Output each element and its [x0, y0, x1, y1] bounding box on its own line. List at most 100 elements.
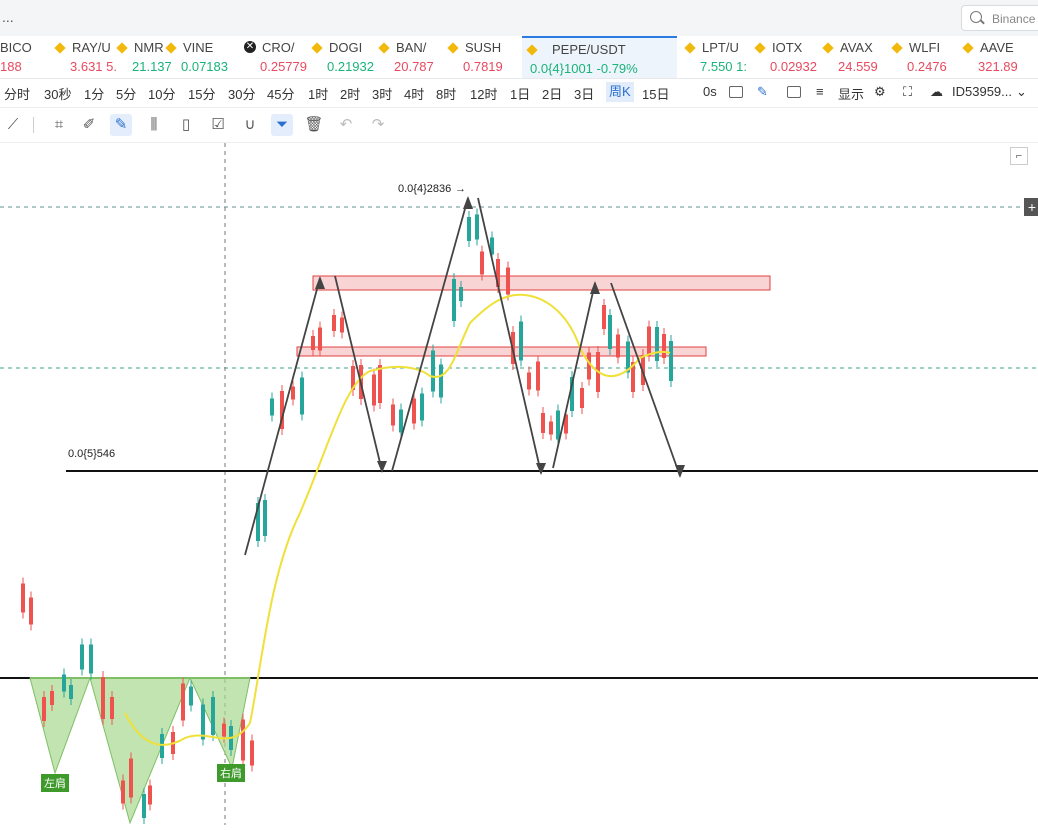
high-price-label: 0.0{4}2836	[398, 183, 452, 195]
ticker-tab[interactable]: WLFI 0.2476	[887, 36, 949, 78]
candle-body	[496, 259, 500, 287]
coin-icon: ✕	[244, 41, 256, 53]
coin-icon	[447, 42, 459, 54]
arrow-heads	[315, 196, 685, 478]
title-ellipsis: ...	[2, 9, 14, 25]
ticker-symbol: SUSH	[465, 40, 502, 55]
edit-note-icon[interactable]: ☑	[211, 116, 225, 133]
ticker-tab[interactable]: NMR 21.137	[112, 36, 174, 78]
ticker-tab[interactable]: PEPE/USDT 0.0{4}1001 -0.79%	[522, 36, 677, 78]
chevron-down-icon[interactable]: ⌄	[1016, 84, 1027, 99]
search-placeholder: Binance	[992, 12, 1036, 26]
candles-icon[interactable]: ⫼	[150, 116, 158, 133]
account-id[interactable]: ID53959...	[952, 84, 1012, 99]
ticker-tab[interactable]: LPT/U 7.550 1:	[680, 36, 747, 78]
candle-body	[62, 674, 66, 692]
interval-button[interactable]: 8时	[436, 87, 457, 102]
undo-icon[interactable]: ↶	[339, 116, 353, 133]
candle-body	[332, 315, 336, 331]
bookmark-icon[interactable]: ⌗	[54, 116, 64, 133]
ticker-symbol: AVAX	[840, 40, 873, 55]
candle-body	[256, 503, 260, 541]
candle-body	[391, 404, 395, 426]
interval-button[interactable]: 30秒	[44, 87, 72, 102]
interval-button[interactable]: 15分	[188, 87, 216, 102]
ticker-tab[interactable]: AVAX 24.559	[818, 36, 880, 78]
title-bar: ... Binance	[0, 0, 1038, 36]
interval-button[interactable]: 12时	[470, 87, 498, 102]
candle-body	[570, 377, 574, 411]
candle-body	[480, 251, 484, 275]
ticker-symbol: AAVE	[980, 40, 1014, 55]
ticker-price: 24.559	[838, 59, 878, 74]
right-shoulder-label: 右肩	[217, 764, 245, 782]
exchange-search[interactable]: Binance	[961, 5, 1038, 31]
candle-body	[263, 500, 267, 536]
ticker-tab[interactable]: VINE 0.07183	[161, 36, 228, 78]
candle-body	[160, 734, 164, 758]
candle-body	[378, 365, 382, 403]
interval-button[interactable]: 2日	[542, 87, 563, 102]
interval-button[interactable]: 分时	[4, 87, 31, 102]
candle-body	[541, 413, 545, 433]
ticker-symbol: WLFI	[909, 40, 941, 55]
interval-button[interactable]: 1分	[84, 87, 105, 102]
candle-body	[631, 362, 635, 392]
search-icon	[970, 11, 982, 23]
candle-body	[250, 740, 254, 766]
interval-button[interactable]: 15日	[642, 87, 670, 102]
interval-button[interactable]: 3时	[372, 87, 393, 102]
chart-canvas[interactable]	[0, 143, 1038, 825]
magnet-icon[interactable]: ∪	[244, 116, 256, 133]
brush-icon[interactable]: ✎	[110, 114, 132, 136]
display-button[interactable]: 显示	[838, 87, 865, 102]
ticker-tab[interactable]: BICO 188	[0, 36, 62, 78]
ticker-tab[interactable]: RAY/U 3.631 5.	[50, 36, 117, 78]
candle-body	[311, 336, 315, 350]
clipboard-icon[interactable]: ▯	[181, 116, 191, 133]
coin-icon	[822, 42, 834, 54]
candle-body	[439, 364, 443, 398]
ticker-tab[interactable]: SUSH 0.7819	[443, 36, 505, 78]
interval-button[interactable]: 2时	[340, 87, 361, 102]
candle-body	[21, 583, 25, 613]
interval-button[interactable]: 4时	[404, 87, 425, 102]
interval-button[interactable]: 周K	[606, 82, 634, 102]
interval-button[interactable]: 3日	[574, 87, 595, 102]
ticker-price: 7.550 1:	[700, 59, 747, 74]
candle-body	[452, 279, 456, 321]
coin-icon	[378, 42, 390, 54]
ticker-tab[interactable]: DOGI 0.21932	[307, 36, 374, 78]
ruler-icon[interactable]: ✐	[82, 116, 96, 133]
resistance-zone-lower	[296, 346, 707, 357]
interval-button[interactable]: 1日	[510, 87, 531, 102]
price-chart[interactable]: 0.0{4}2836 → 0.0{5}546 左肩 右肩 ⌐ +	[0, 143, 1038, 825]
interval-button[interactable]: 1时	[308, 87, 329, 102]
trend-line-icon[interactable]: ⟋	[7, 116, 19, 133]
ticker-tab[interactable]: BAN/20.787	[374, 36, 436, 78]
interval-button[interactable]: 5分	[116, 87, 137, 102]
pen-icon[interactable]: ✎	[757, 84, 768, 99]
interval-button[interactable]: 30分	[228, 87, 256, 102]
filter-icon[interactable]: ⏷	[271, 114, 293, 136]
fit-screen-icon[interactable]: ⌐	[1010, 147, 1028, 165]
interval-button[interactable]: 10分	[148, 87, 176, 102]
resistance-zone-upper	[312, 275, 771, 291]
ticker-tab[interactable]: IOTX 0.02932	[750, 36, 817, 78]
candle-body	[662, 334, 666, 358]
ticker-tab[interactable]: AAVE 321.89	[958, 36, 1020, 78]
candle-body	[69, 685, 73, 699]
settings-icon[interactable]: ⚙	[874, 84, 886, 99]
interval-button[interactable]: 45分	[267, 87, 295, 102]
fullscreen-icon[interactable]: ⛶	[903, 84, 913, 99]
add-price-icon[interactable]: +	[1024, 198, 1038, 216]
ticker-tab[interactable]: ✕ CRO/0.25779	[240, 36, 307, 78]
camera-icon[interactable]	[729, 86, 743, 98]
ticker-price: 0.07183	[181, 59, 228, 74]
trash-icon[interactable]: 🗑	[304, 116, 324, 133]
layout-icon[interactable]	[787, 86, 801, 98]
candle-body	[556, 410, 560, 440]
menu-icon[interactable]: ≡	[816, 84, 824, 99]
redo-icon[interactable]: ↷	[371, 116, 385, 133]
left-shoulder-area	[29, 677, 91, 775]
